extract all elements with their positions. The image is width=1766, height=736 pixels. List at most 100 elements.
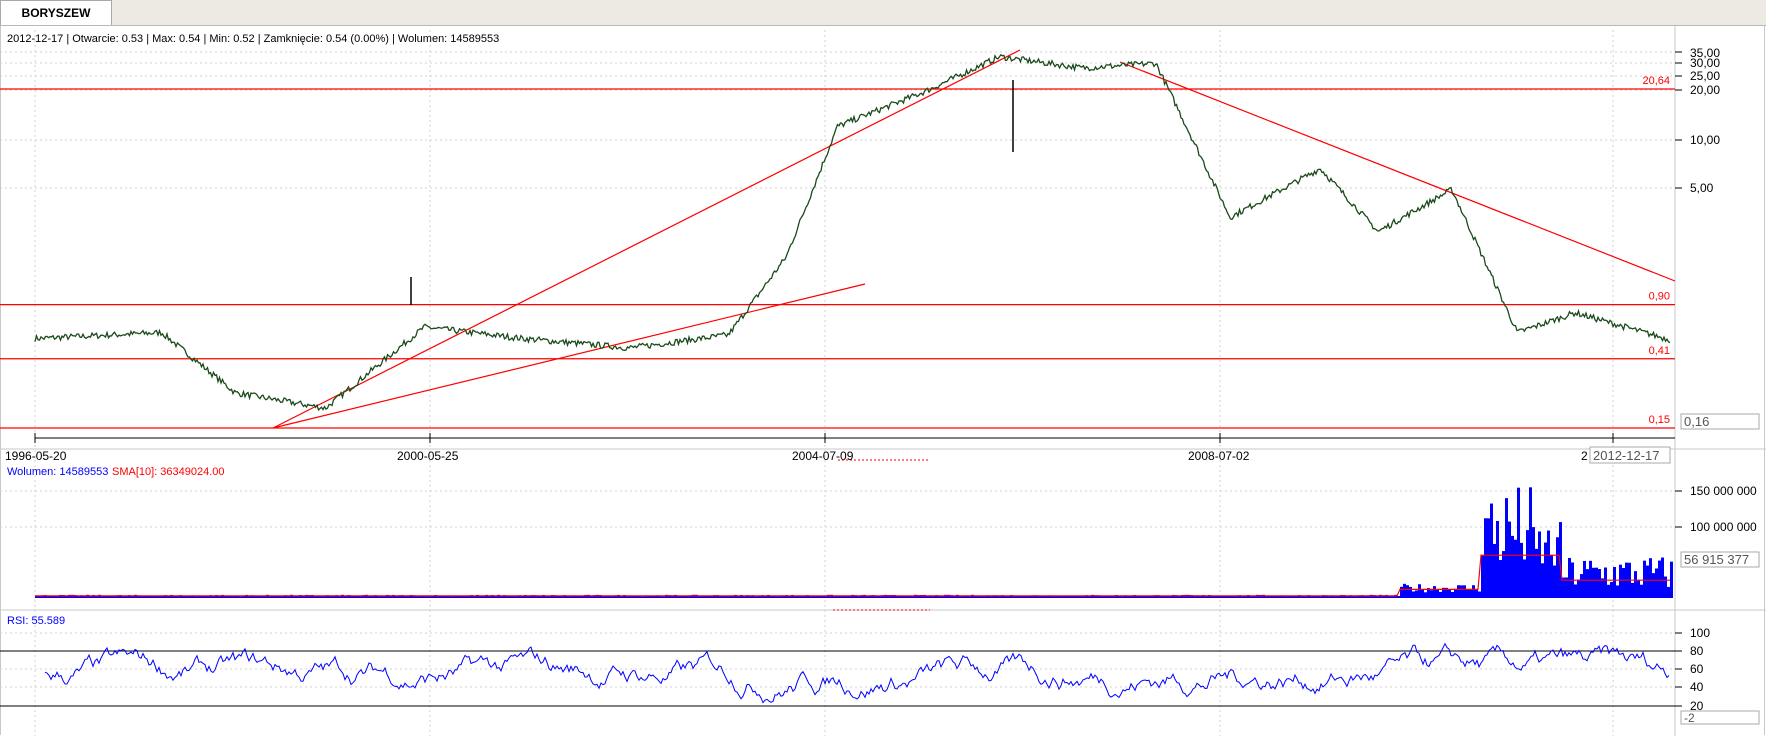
volume-bar [1115,595,1118,598]
volume-bar [1661,557,1664,598]
volume-bar [1301,595,1304,598]
volume-bar [1343,595,1346,598]
volume-bar [1022,596,1025,598]
volume-bar [1391,596,1394,598]
chart-frame [0,26,1765,735]
volume-bar [833,596,836,598]
trendline-up-long[interactable] [272,49,1021,429]
volume-bar [539,595,542,598]
volume-bar [1025,596,1028,598]
volume-bar [299,595,302,598]
volume-bar [1205,595,1208,598]
volume-bar [1367,595,1370,598]
volume-bar [1496,520,1499,598]
volume-bar [647,595,650,598]
volume-bar [47,596,50,598]
volume-bar [1553,565,1556,598]
volume-bar [1085,595,1088,598]
x-tick-1996: 1996-05-20 [5,449,67,463]
volume-bar [83,595,86,598]
volume-bar [875,595,878,598]
volume-bar [1445,587,1448,598]
volume-bar [809,596,812,598]
volume-bar [38,595,41,598]
volume-bar [347,595,350,598]
volume-bar [1469,589,1472,598]
volume-bar [1322,595,1325,598]
volume-bar [422,595,425,598]
volume-bar [1190,595,1193,598]
volume-bar [1049,595,1052,598]
x-axis: 1996-05-20 2000-05-25 2004-07-09 2008-07… [5,433,1675,464]
volume-bar [1151,595,1154,598]
volume-bar [233,595,236,598]
volume-bar [785,595,788,598]
volume-bar [461,595,464,598]
volume-bar [326,595,329,598]
trendline-down[interactable] [1119,61,1676,282]
volume-bar [1508,521,1511,598]
volume-bar [1376,596,1379,598]
volume-bar [1478,591,1481,598]
volume-bar [1211,596,1214,598]
volume-bar [1637,579,1640,598]
volume-bar [1154,595,1157,598]
volume-bar [89,596,92,598]
volume-bar [707,595,710,598]
volume-bar [1511,535,1514,598]
volume-bar [1202,595,1205,598]
volume-bar [1346,596,1349,598]
volume-bar [1196,595,1199,598]
volume-bar [308,595,311,598]
volume-bar [938,596,941,598]
volume-bar [407,595,410,598]
price-current-value: 0,16 [1684,414,1709,429]
volume-bar [1559,522,1562,598]
volume-bar [1406,585,1409,598]
volume-bar [650,596,653,598]
volume-bar [1337,596,1340,598]
volume-bar [770,596,773,598]
volume-tick-150m: 150 000 000 [1690,484,1757,498]
volume-bar [1253,596,1256,598]
volume-bar [1487,518,1490,598]
level-label-0: 20,64 [1642,75,1670,87]
volume-bar [566,595,569,598]
volume-bar [857,596,860,598]
volume-bar [389,595,392,598]
volume-bar [710,596,713,598]
volume-bar [212,596,215,598]
volume-bar [1199,595,1202,598]
ohlc-info-line: 2012-12-17 | Otwarcie: 0.53 | Max: 0.54 … [7,33,499,45]
volume-bar [188,595,191,598]
volume-bar [644,595,647,598]
volume-bar [794,595,797,598]
volume-bar [425,595,428,598]
volume-bar [1610,582,1613,598]
volume-bar [512,595,515,598]
volume-bar [128,595,131,598]
volume-bar [641,596,644,598]
x-tick-2008: 2008-07-02 [1188,449,1250,463]
volume-bar [1568,557,1571,598]
volume-bar [1274,596,1277,598]
volume-bar [725,595,728,598]
trendline-up-short[interactable] [272,283,866,429]
volume-bar [56,596,59,598]
volume-bar [1514,539,1517,598]
volume-bar [800,595,803,598]
volume-bar [1355,595,1358,598]
rsi-tick-40: 40 [1690,680,1704,694]
volume-bar [62,595,65,598]
volume-bar [1073,595,1076,598]
volume-bar [533,595,536,598]
volume-bar [242,595,245,598]
horizontal-levels: 20,64 0,90 0,41 0,15 [0,75,1675,429]
volume-bar [1538,531,1541,598]
volume-bar [281,595,284,598]
tab-boryszew[interactable]: BORYSZEW [0,0,112,25]
volume-bar [479,595,482,598]
volume-bar [41,595,44,598]
volume-bar [44,595,47,598]
